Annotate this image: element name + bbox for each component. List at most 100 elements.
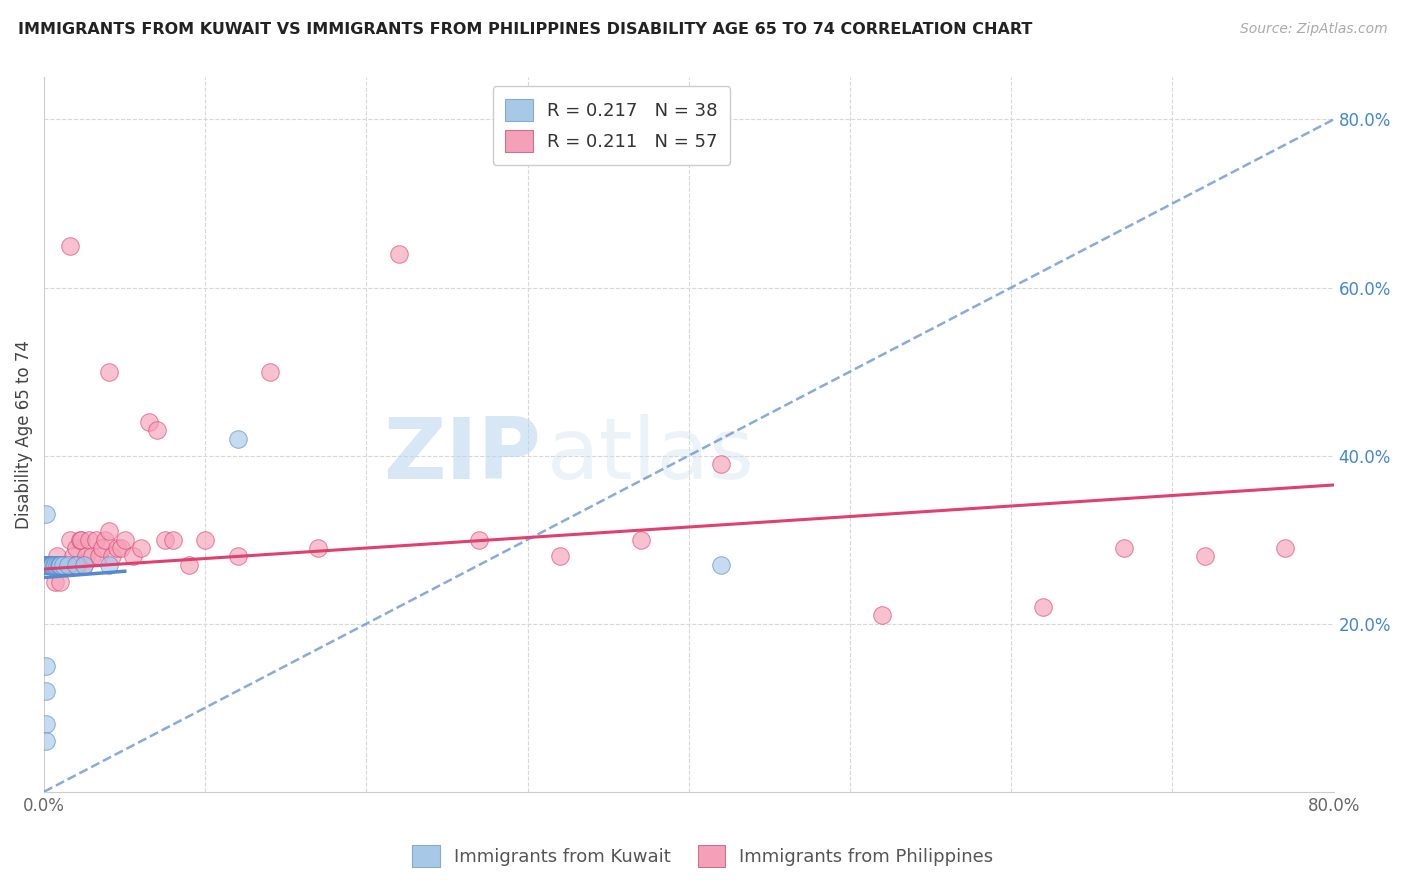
Point [226, 549, 249, 564]
Point [70, 533, 93, 547]
Text: IMMIGRANTS FROM KUWAIT VS IMMIGRANTS FROM PHILIPPINES DISABILITY AGE 65 TO 74 CO: IMMIGRANTS FROM KUWAIT VS IMMIGRANTS FRO… [18, 22, 1032, 37]
Point [153, 533, 176, 547]
Text: atlas: atlas [547, 415, 755, 498]
Point [39, 558, 62, 572]
Point [194, 533, 217, 547]
Point [872, 608, 894, 623]
Point [82, 549, 104, 564]
Point [35, 658, 58, 673]
Point [35, 558, 58, 572]
Point [65, 558, 87, 572]
Point [46, 558, 69, 572]
Point [35, 558, 58, 572]
Point [53, 558, 76, 572]
Point [146, 423, 169, 437]
Point [548, 549, 571, 564]
Point [52, 558, 75, 572]
Point [41, 558, 63, 572]
Point [49, 558, 72, 572]
Point [35, 684, 58, 698]
Point [307, 541, 329, 555]
Point [179, 558, 201, 572]
Point [38, 558, 60, 572]
Point [41, 558, 63, 572]
Point [65, 541, 87, 555]
Point [44, 558, 66, 572]
Point [1194, 549, 1216, 564]
Point [49, 558, 72, 572]
Point [97, 558, 120, 572]
Text: Source: ZipAtlas.com: Source: ZipAtlas.com [1240, 22, 1388, 37]
Point [35, 717, 58, 731]
Point [59, 238, 82, 252]
Point [37, 558, 59, 572]
Point [162, 533, 184, 547]
Point [62, 549, 84, 564]
Point [35, 734, 58, 748]
Point [77, 533, 100, 547]
Point [73, 558, 96, 572]
Point [710, 457, 733, 471]
Point [35, 558, 58, 572]
Point [97, 524, 120, 539]
Legend: Immigrants from Kuwait, Immigrants from Philippines: Immigrants from Kuwait, Immigrants from … [405, 838, 1001, 874]
Point [35, 558, 58, 572]
Point [49, 574, 72, 589]
Point [46, 549, 69, 564]
Point [38, 558, 60, 572]
Point [114, 533, 136, 547]
Point [66, 558, 89, 572]
Point [710, 558, 733, 572]
Point [37, 558, 59, 572]
Point [84, 533, 107, 547]
Point [49, 558, 72, 572]
Point [59, 533, 82, 547]
Point [35, 558, 58, 572]
Point [42, 558, 65, 572]
Point [388, 247, 411, 261]
Y-axis label: Disability Age 65 to 74: Disability Age 65 to 74 [15, 340, 32, 529]
Point [1112, 541, 1135, 555]
Point [63, 558, 86, 572]
Point [39, 558, 62, 572]
Point [91, 541, 114, 555]
Point [468, 533, 491, 547]
Point [110, 541, 132, 555]
Point [35, 558, 58, 572]
Point [105, 541, 128, 555]
Point [39, 558, 62, 572]
Point [97, 365, 120, 379]
Point [1274, 541, 1296, 555]
Point [48, 558, 70, 572]
Point [38, 558, 60, 572]
Point [69, 533, 91, 547]
Point [42, 558, 65, 572]
Point [94, 533, 117, 547]
Point [35, 508, 58, 522]
Legend: R = 0.217   N = 38, R = 0.211   N = 57: R = 0.217 N = 38, R = 0.211 N = 57 [494, 87, 730, 165]
Point [73, 558, 96, 572]
Point [138, 415, 160, 429]
Point [44, 574, 66, 589]
Point [37, 558, 59, 572]
Point [38, 558, 60, 572]
Point [259, 365, 281, 379]
Point [121, 549, 143, 564]
Point [52, 558, 75, 572]
Point [41, 558, 63, 572]
Point [41, 558, 63, 572]
Point [37, 558, 59, 572]
Point [35, 558, 58, 572]
Text: ZIP: ZIP [382, 415, 540, 498]
Point [58, 558, 80, 572]
Point [58, 558, 80, 572]
Point [630, 533, 652, 547]
Point [38, 558, 60, 572]
Point [39, 558, 62, 572]
Point [226, 432, 249, 446]
Point [75, 549, 97, 564]
Point [129, 541, 152, 555]
Point [48, 558, 70, 572]
Point [37, 558, 59, 572]
Point [1032, 599, 1054, 614]
